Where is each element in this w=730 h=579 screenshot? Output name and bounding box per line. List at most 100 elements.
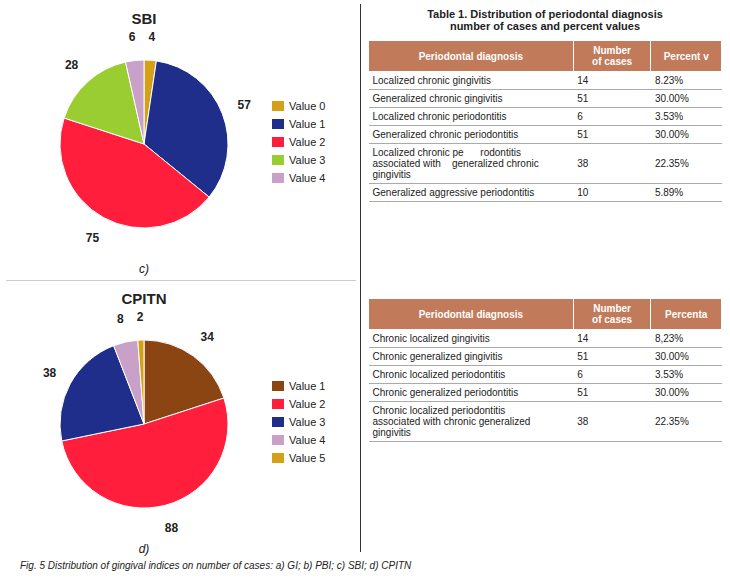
- legend: Value 1 Value 2 Value 3 Value 4 Value 5: [272, 380, 326, 464]
- separator: [360, 4, 361, 552]
- table-row: Chronic generalized gingivitis5130.00%: [369, 348, 722, 366]
- data-label: 2: [137, 310, 144, 324]
- row-label: Generalized aggressive periodontitis: [369, 184, 574, 202]
- legend-swatch: [272, 173, 284, 183]
- table-row: Generalized aggressive periodontitis105.…: [369, 184, 722, 202]
- row-label: Chronic localized gingivitis: [369, 330, 574, 348]
- legend-swatch: [272, 119, 284, 129]
- table-value: 38: [573, 144, 651, 184]
- data-label: 4: [149, 30, 156, 44]
- column-header: Periodontal diagnosis: [369, 299, 574, 330]
- row-label: Chronic localized periodontitis associat…: [369, 402, 574, 442]
- table-value: 30.00%: [651, 90, 722, 108]
- slices: [60, 60, 228, 228]
- table-value: 30.00%: [651, 384, 722, 402]
- table-value: 14: [573, 330, 651, 348]
- table-panel: Periodontal diagnosisNumber of casesPerc…: [368, 284, 722, 442]
- table-row: Generalized chronic periodontitis5130.00…: [369, 126, 722, 144]
- table-value: 51: [573, 348, 651, 366]
- data-label: 38: [43, 366, 57, 380]
- table-row: Generalized chronic gingivitis5130.00%: [369, 90, 722, 108]
- table-row: Chronic localized gingivitis148,23%: [369, 330, 722, 348]
- row-label: Chronic generalized gingivitis: [369, 348, 574, 366]
- table-title: Table 1. Distribution of periodontal dia…: [368, 8, 722, 32]
- table-value: 51: [573, 384, 651, 402]
- table-value: 51: [573, 90, 651, 108]
- row-label: Chronic localized periodontitis: [369, 366, 574, 384]
- table-value: 30.00%: [651, 348, 722, 366]
- table: Periodontal diagnosisNumber of casesPerc…: [368, 40, 722, 202]
- table-row: Localized chronic periodontitis63.53%: [369, 108, 722, 126]
- table-row: Localized chronic pe rodontitis associat…: [369, 144, 722, 184]
- table-row: Chronic generalized periodontitis5130.00…: [369, 384, 722, 402]
- legend-label: Value 0: [289, 100, 326, 112]
- table: Periodontal diagnosisNumber of casesPerc…: [368, 298, 722, 442]
- table-row: Chronic localized periodontitis associat…: [369, 402, 722, 442]
- caption: Fig. 5 Distribution of gingival indices …: [20, 560, 411, 571]
- row-label: Localized chronic pe rodontitis associat…: [369, 144, 574, 184]
- legend: Value 0 Value 1 Value 2 Value 3 Value 4: [272, 100, 326, 184]
- pie-slice: [114, 340, 144, 424]
- data-label: 8: [117, 312, 124, 326]
- table-row: Chronic localized periodontitis63.53%: [369, 366, 722, 384]
- row-label: Generalized chronic gingivitis: [369, 90, 574, 108]
- legend-label: Value 2: [289, 136, 326, 148]
- pie-slice: [126, 60, 144, 144]
- table-value: 10: [573, 184, 651, 202]
- row-label: Chronic generalized periodontitis: [369, 384, 574, 402]
- table-value: 6: [573, 108, 651, 126]
- chart-title: CPITN: [122, 290, 167, 307]
- row-label: Generalized chronic periodontitis: [369, 126, 574, 144]
- table-value: 14: [573, 72, 651, 90]
- table-value: 5.89%: [651, 184, 722, 202]
- legend-swatch: [272, 417, 284, 427]
- legend-swatch: [272, 381, 284, 391]
- data-label: 57: [238, 98, 252, 112]
- legend-label: Value 5: [289, 452, 326, 464]
- column-header: Percenta: [651, 299, 722, 330]
- legend-swatch: [272, 453, 284, 463]
- data-label: 28: [65, 58, 79, 72]
- column-header: Percent v: [651, 41, 722, 72]
- table-value: 3.53%: [651, 108, 722, 126]
- table-row: Localized chronic gingivitis148.23%: [369, 72, 722, 90]
- chart-title: SBI: [131, 10, 156, 27]
- legend-label: Value 2: [289, 398, 326, 410]
- column-header: Number of cases: [573, 299, 651, 330]
- legend-swatch: [272, 435, 284, 445]
- slices: [60, 340, 228, 508]
- pie-chart: CPITN34883882Value 1Value 2Value 3Value …: [4, 284, 356, 558]
- table-value: 51: [573, 126, 651, 144]
- row-label: Localized chronic gingivitis: [369, 72, 574, 90]
- legend-swatch: [272, 155, 284, 165]
- table-value: 22.35%: [651, 144, 722, 184]
- column-header: Number of cases: [573, 41, 651, 72]
- legend-label: Value 4: [289, 172, 326, 184]
- table-value: 30.00%: [651, 126, 722, 144]
- subtitle: c): [139, 262, 149, 276]
- table-panel: Table 1. Distribution of periodontal dia…: [368, 4, 722, 202]
- legend-label: Value 1: [289, 118, 326, 130]
- column-header: Periodontal diagnosis: [369, 41, 574, 72]
- table-value: 8.23%: [651, 72, 722, 90]
- pie-chart: SBI45775286Value 0Value 1Value 2Value 3V…: [4, 4, 356, 278]
- table-value: 8,23%: [651, 330, 722, 348]
- subtitle: d): [139, 542, 150, 556]
- legend-label: Value 4: [289, 434, 326, 446]
- legend-swatch: [272, 137, 284, 147]
- row-label: Localized chronic periodontitis: [369, 108, 574, 126]
- legend-swatch: [272, 101, 284, 111]
- table-value: 22.35%: [651, 402, 722, 442]
- pie-slice: [138, 340, 144, 424]
- table-value: 3.53%: [651, 366, 722, 384]
- legend-label: Value 3: [289, 154, 326, 166]
- separator: [6, 280, 356, 281]
- legend-label: Value 3: [289, 416, 326, 428]
- table-value: 38: [573, 402, 651, 442]
- data-label: 34: [201, 330, 215, 344]
- legend-label: Value 1: [289, 380, 326, 392]
- data-label: 6: [129, 30, 136, 44]
- data-label: 88: [165, 521, 179, 535]
- legend-swatch: [272, 399, 284, 409]
- table-value: 6: [573, 366, 651, 384]
